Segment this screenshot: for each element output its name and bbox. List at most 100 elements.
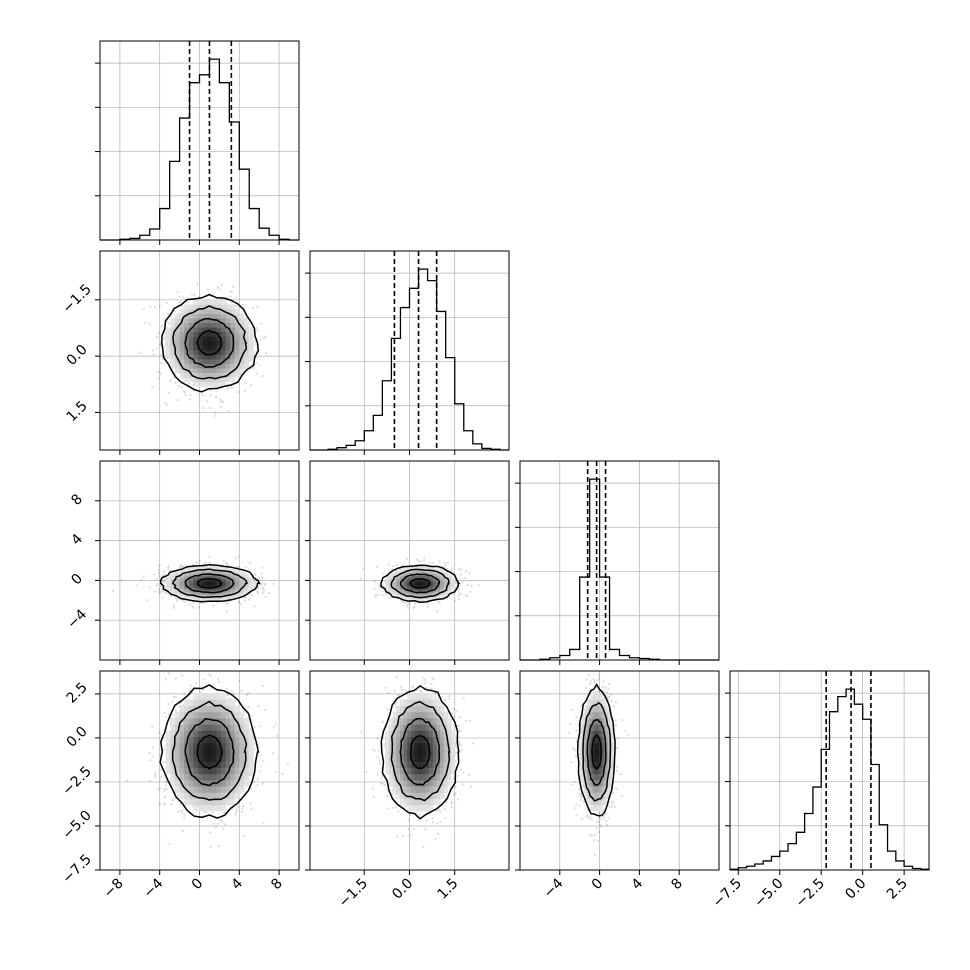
- density-cell: [248, 736, 254, 744]
- density-cell: [592, 705, 595, 713]
- density-cell: [193, 586, 199, 589]
- density-cell: [211, 566, 217, 569]
- density-cell: [174, 573, 181, 577]
- density-cell: [202, 711, 208, 719]
- density-cell: [414, 792, 419, 800]
- density-cell: [202, 742, 208, 750]
- density-cell: [225, 327, 231, 333]
- density-cell: [385, 736, 390, 744]
- density-cell: [193, 299, 199, 305]
- density-cell: [407, 705, 412, 713]
- contour-line: [159, 564, 261, 603]
- density-cell: [243, 584, 250, 587]
- density-cell: [447, 730, 452, 738]
- density-cell: [202, 798, 208, 806]
- density-cell: [165, 730, 171, 738]
- density-cell: [592, 755, 595, 762]
- density-cell: [216, 748, 222, 756]
- density-cell: [220, 748, 227, 756]
- density-cell: [588, 786, 591, 793]
- density-cell: [234, 761, 240, 769]
- density-cell: [248, 354, 254, 360]
- density-cell: [170, 717, 176, 725]
- density-cell: [207, 587, 213, 591]
- panel-frame: [309, 460, 510, 661]
- density-cell: [220, 354, 227, 360]
- density-cell: [410, 598, 416, 601]
- density-cell: [211, 358, 217, 364]
- density-cell: [220, 804, 227, 812]
- density-cell: [414, 577, 419, 580]
- density-cell: [216, 358, 222, 364]
- density-cell: [597, 755, 600, 762]
- density-cell: [588, 711, 591, 719]
- density-cell: [202, 381, 208, 387]
- density-cell: [170, 327, 176, 333]
- density-cell: [179, 340, 185, 346]
- density-cell: [193, 742, 199, 750]
- density-cell: [225, 331, 231, 337]
- density-cell: [170, 587, 176, 591]
- density-cell: [600, 748, 604, 756]
- density-cell: [220, 598, 227, 601]
- density-cell: [418, 579, 423, 582]
- density-cell: [193, 804, 199, 812]
- density-cell: [429, 582, 434, 585]
- density-cell: [188, 761, 194, 769]
- density-cell: [590, 779, 593, 787]
- density-cell: [170, 730, 176, 738]
- density-cell: [188, 363, 194, 369]
- density-cell: [607, 717, 611, 725]
- density-cell: [447, 724, 452, 731]
- density-cell: [425, 596, 430, 599]
- density-cell: [193, 354, 199, 360]
- density-cell: [243, 591, 250, 594]
- density-cell: [385, 584, 390, 587]
- density-cell: [248, 327, 254, 333]
- density-cell: [239, 717, 245, 725]
- density-cell: [447, 779, 452, 787]
- density-cell: [583, 736, 586, 744]
- density-cell: [595, 804, 598, 812]
- density-cell: [611, 761, 614, 769]
- density-cell: [407, 724, 412, 731]
- density-cell: [207, 381, 213, 387]
- density-cell: [593, 693, 597, 700]
- density-cell: [165, 586, 171, 589]
- density-cell: [389, 717, 394, 725]
- density-cell: [211, 730, 217, 738]
- density-cell: [234, 367, 240, 374]
- density-cell: [436, 577, 441, 580]
- density-cell: [170, 318, 176, 324]
- density-cell: [174, 322, 181, 328]
- density-cell: [440, 742, 445, 750]
- density-cell: [225, 367, 231, 374]
- density-cell: [216, 736, 222, 744]
- density-cell: [410, 773, 416, 781]
- density-cell: [230, 591, 236, 594]
- density-cell: [429, 586, 434, 589]
- density-cell: [220, 693, 227, 700]
- density-cell: [220, 299, 227, 305]
- density-cell: [220, 767, 227, 775]
- density-cell: [207, 354, 213, 360]
- density-cell: [429, 742, 434, 750]
- density-cell: [248, 586, 254, 589]
- density-cell: [421, 584, 427, 587]
- density-cell: [396, 587, 401, 591]
- density-cell: [234, 589, 240, 592]
- density-cell: [440, 594, 445, 598]
- density-cell: [202, 773, 208, 781]
- density-cell: [425, 580, 430, 584]
- density-cell: [184, 358, 190, 364]
- density-cell: [600, 755, 604, 762]
- density-cell: [197, 580, 204, 584]
- density-cell: [184, 340, 190, 346]
- density-cell: [607, 748, 611, 756]
- density-cell: [602, 779, 605, 787]
- density-cell: [207, 572, 213, 575]
- density-cell: [440, 582, 445, 585]
- density-cell: [399, 699, 405, 707]
- density-cell: [179, 705, 185, 713]
- density-cell: [385, 742, 390, 750]
